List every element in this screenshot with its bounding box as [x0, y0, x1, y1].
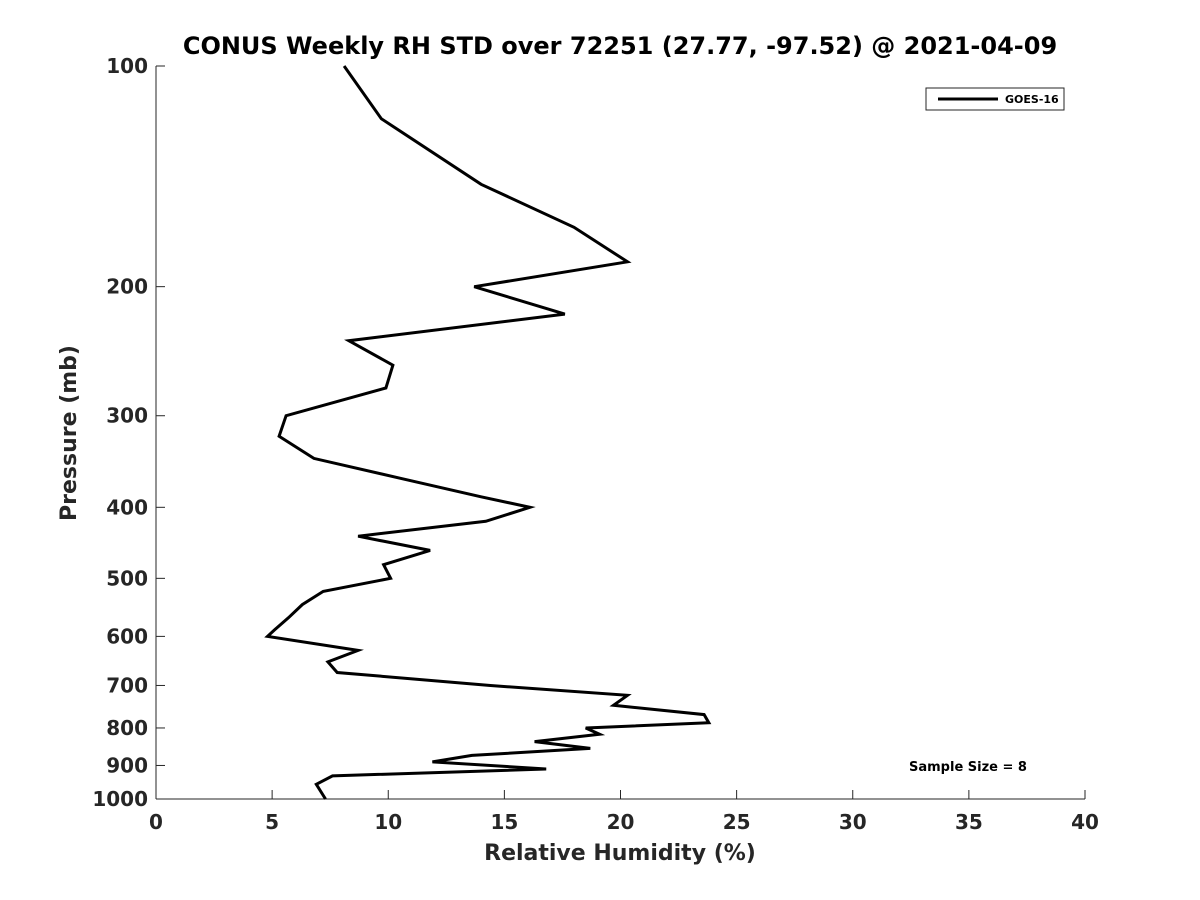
legend: GOES-16 — [925, 87, 1065, 111]
x-tick-label: 10 — [374, 810, 402, 834]
y-tick-label: 700 — [106, 673, 148, 697]
sample-size-annotation: Sample Size = 8 — [909, 760, 1027, 775]
x-tick-label: 15 — [490, 810, 518, 834]
x-tick-label: 20 — [607, 810, 635, 834]
axes — [155, 66, 1085, 800]
y-tick-label: 400 — [106, 495, 148, 519]
x-tick-label: 0 — [149, 810, 163, 834]
series-layer — [264, 65, 712, 800]
x-tick-label: 30 — [839, 810, 867, 834]
legend-label-goes-16: GOES-16 — [1005, 93, 1059, 106]
y-tick-label: 300 — [106, 404, 148, 428]
x-tick-label: 25 — [723, 810, 751, 834]
x-tick-label: 40 — [1071, 810, 1099, 834]
y-tick-label: 1000 — [92, 787, 148, 811]
chart-title: CONUS Weekly RH STD over 72251 (27.77, -… — [183, 32, 1057, 60]
y-tick-label: 200 — [106, 275, 148, 299]
series-line-goes-16 — [264, 65, 712, 800]
y-tick-label: 600 — [106, 624, 148, 648]
x-axis-label: Relative Humidity (%) — [484, 841, 756, 866]
y-axis-label: Pressure (mb) — [57, 345, 82, 521]
x-tick-label: 5 — [265, 810, 279, 834]
x-tick-label: 35 — [955, 810, 983, 834]
y-axis-ticks: 100 200 300 400 500 600 700 800 900 1000 — [92, 54, 165, 811]
y-tick-label: 500 — [106, 566, 148, 590]
y-tick-label: 900 — [106, 753, 148, 777]
y-tick-label: 800 — [106, 716, 148, 740]
x-axis-ticks: 0 5 10 15 20 25 30 35 40 — [149, 790, 1099, 834]
y-tick-label: 100 — [106, 54, 148, 78]
